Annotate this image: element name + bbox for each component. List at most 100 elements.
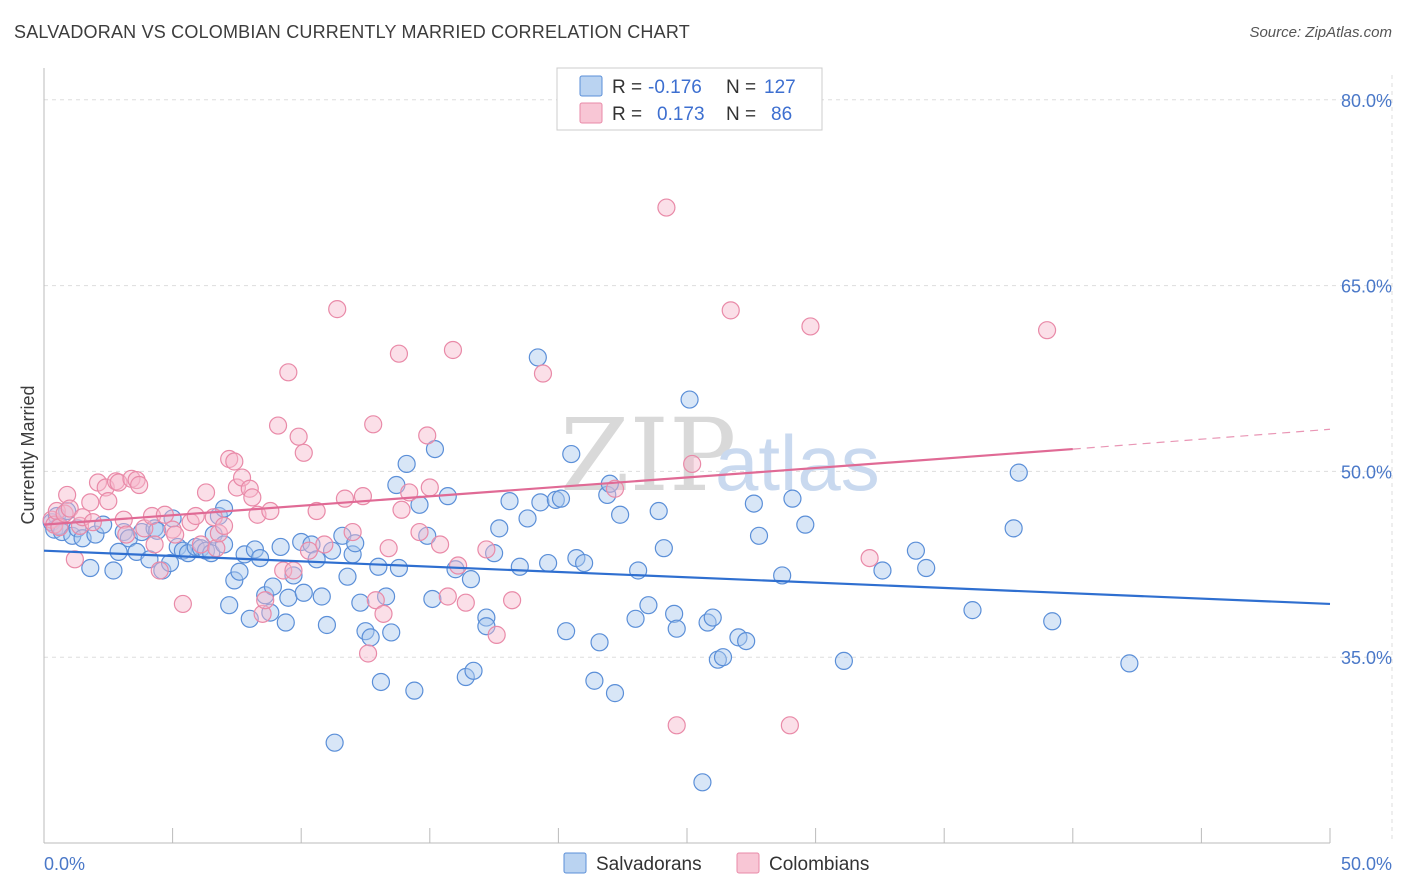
y-tick-label: 65.0% bbox=[1341, 277, 1392, 297]
colombian-point bbox=[721, 301, 740, 320]
series-legend-label: Salvadorans bbox=[596, 854, 702, 875]
colombian-point bbox=[150, 561, 169, 580]
colombian-point bbox=[487, 625, 506, 644]
salvadoran-point bbox=[220, 596, 239, 615]
salvadoran-point bbox=[626, 609, 645, 628]
salvadoran-point bbox=[225, 571, 244, 590]
salvadoran-point bbox=[510, 557, 529, 576]
colombian-point bbox=[227, 478, 246, 497]
colombian-point bbox=[214, 516, 234, 535]
colombian-point bbox=[379, 539, 398, 558]
colombian-point bbox=[315, 535, 334, 554]
series-legend-label: Colombians bbox=[769, 854, 869, 875]
salvadoran-point bbox=[160, 553, 180, 573]
colombian-point bbox=[477, 540, 496, 559]
colombian-point bbox=[667, 716, 686, 735]
colombian-point bbox=[261, 501, 280, 521]
colombian-point bbox=[456, 593, 475, 612]
colombian-point bbox=[243, 488, 262, 507]
colombian-point bbox=[173, 594, 192, 614]
salvadoran-point bbox=[539, 553, 558, 573]
salvadoran-point bbox=[585, 671, 604, 690]
salvadoran-point bbox=[749, 526, 769, 545]
salvadoran-point bbox=[528, 348, 547, 367]
salvadoran-point bbox=[376, 587, 396, 606]
y-tick-label: 80.0% bbox=[1341, 91, 1392, 111]
salvadoran-point bbox=[279, 588, 298, 607]
salvadoran-point bbox=[351, 593, 370, 612]
colombian-point bbox=[207, 539, 226, 558]
colombian-point bbox=[191, 535, 210, 554]
colombian-point bbox=[389, 344, 409, 363]
colombian-point bbox=[127, 470, 146, 490]
colombian-point bbox=[117, 525, 136, 544]
colombian-point bbox=[801, 317, 820, 336]
colombian-point bbox=[374, 604, 393, 623]
salvadoran-point bbox=[369, 557, 388, 576]
salvadoran-point bbox=[744, 494, 763, 513]
y-tick-label: 35.0% bbox=[1341, 648, 1392, 668]
colombian-point bbox=[289, 427, 308, 446]
salvadoran-point bbox=[680, 390, 699, 409]
colombian-point bbox=[274, 561, 293, 580]
gridlines bbox=[44, 75, 1393, 843]
salvadoran-point bbox=[405, 681, 424, 700]
colombians-points bbox=[42, 198, 1057, 735]
colombian-point bbox=[130, 475, 149, 495]
colombian-point bbox=[533, 364, 553, 383]
trend-lines bbox=[43, 428, 1331, 606]
colombian-point bbox=[268, 416, 288, 435]
colombian-point bbox=[99, 492, 118, 511]
colombian-point bbox=[392, 500, 411, 519]
salvadoran-point bbox=[693, 773, 712, 792]
legend-swatch-salvadorans bbox=[579, 75, 603, 97]
salvadoran-point bbox=[737, 631, 756, 651]
tick-labels: 35.0% 50.0% 65.0% 80.0% 0.0% 50.0% bbox=[44, 91, 1392, 874]
correlation-legend: R = -0.176 N = 127 R = 0.173 N = 86 bbox=[556, 67, 823, 131]
colombian-point bbox=[60, 499, 79, 518]
salvadoran-point bbox=[698, 613, 717, 632]
salvadoran-point bbox=[703, 608, 722, 627]
salvadoran-point bbox=[963, 601, 982, 620]
salvadoran-point bbox=[834, 651, 853, 671]
colombian-point bbox=[279, 363, 298, 382]
salvadoran-point bbox=[68, 519, 87, 538]
salvadoran-point bbox=[518, 509, 537, 528]
colombian-point bbox=[343, 522, 362, 542]
colombian-point bbox=[186, 506, 205, 526]
salvadoran-point bbox=[81, 558, 100, 578]
legend-r-value: 0.173 bbox=[657, 104, 705, 125]
colombian-point bbox=[420, 478, 439, 497]
salvadoran-point bbox=[317, 615, 337, 635]
colombian-point bbox=[366, 591, 385, 610]
colombian-point bbox=[58, 485, 77, 505]
colombian-point bbox=[225, 452, 244, 471]
colombians-trend-extension bbox=[1072, 428, 1331, 450]
series-legend: Salvadorans Colombians bbox=[563, 852, 869, 875]
salvadoran-point bbox=[423, 589, 442, 609]
series-legend-swatch-salvadorans bbox=[563, 852, 587, 874]
x-tick-label: 0.0% bbox=[44, 854, 85, 874]
colombian-point bbox=[418, 426, 437, 445]
colombian-point bbox=[163, 520, 182, 539]
salvadoran-point bbox=[425, 439, 445, 459]
salvadoran-point bbox=[271, 537, 290, 557]
colombian-point bbox=[683, 454, 702, 474]
salvadoran-point bbox=[551, 489, 571, 508]
salvadoran-point bbox=[713, 648, 733, 667]
colombian-point bbox=[364, 415, 383, 434]
salvadoran-point bbox=[639, 596, 658, 615]
salvadoran-point bbox=[490, 519, 509, 538]
salvadoran-point bbox=[389, 558, 409, 578]
salvadoran-point bbox=[461, 570, 481, 589]
colombian-point bbox=[145, 535, 164, 554]
salvadoran-point bbox=[611, 505, 630, 524]
salvadoran-point bbox=[263, 577, 283, 596]
colombian-point bbox=[448, 556, 468, 575]
salvadoran-point bbox=[500, 492, 519, 511]
colombian-point bbox=[55, 504, 74, 523]
colombian-point bbox=[294, 443, 313, 462]
salvadoran-point bbox=[230, 562, 249, 581]
salvadorans-trend-line bbox=[43, 549, 1331, 606]
